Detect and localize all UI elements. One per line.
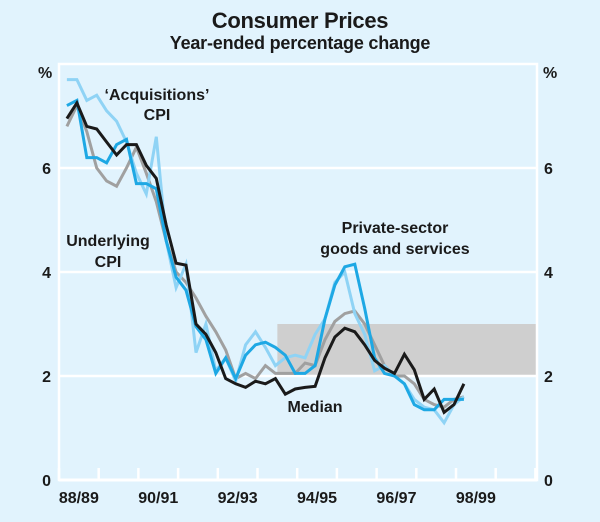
x-tick-label: 94/95	[297, 490, 337, 507]
y-tick-label-left: 4	[42, 265, 51, 282]
x-tick-label: 90/91	[138, 490, 178, 507]
chart-subtitle: Year-ended percentage change	[169, 33, 431, 53]
annotation-acquisitions-cpi-line2: CPI	[144, 107, 171, 124]
annotation-private-sector-line2: goods and services	[320, 241, 469, 258]
y-tick-label-right: 0	[544, 473, 553, 490]
annotation-underlying-cpi-line2: CPI	[95, 254, 122, 271]
y-tick-label-left: 0	[42, 473, 51, 490]
annotation-underlying-cpi-line1: Underlying	[66, 233, 150, 250]
x-tick-label: 88/89	[59, 490, 99, 507]
y-axis-unit-left: %	[38, 65, 52, 82]
y-tick-label-left: 2	[42, 369, 51, 386]
y-axis-unit-right: %	[543, 65, 557, 82]
y-tick-label-right: 2	[544, 369, 553, 386]
y-tick-label-left: 6	[42, 161, 51, 178]
x-tick-label: 92/93	[218, 490, 258, 507]
chart-title: Consumer Prices	[211, 8, 389, 33]
y-tick-label-right: 4	[544, 265, 553, 282]
annotation-private-sector-line1: Private-sector	[342, 220, 449, 237]
y-tick-label-right: 6	[544, 161, 553, 178]
annotation-median: Median	[287, 399, 342, 416]
x-tick-label: 98/99	[456, 490, 496, 507]
x-tick-label: 96/97	[376, 490, 416, 507]
annotation-acquisitions-cpi-line1: ‘Acquisitions’	[105, 87, 210, 104]
